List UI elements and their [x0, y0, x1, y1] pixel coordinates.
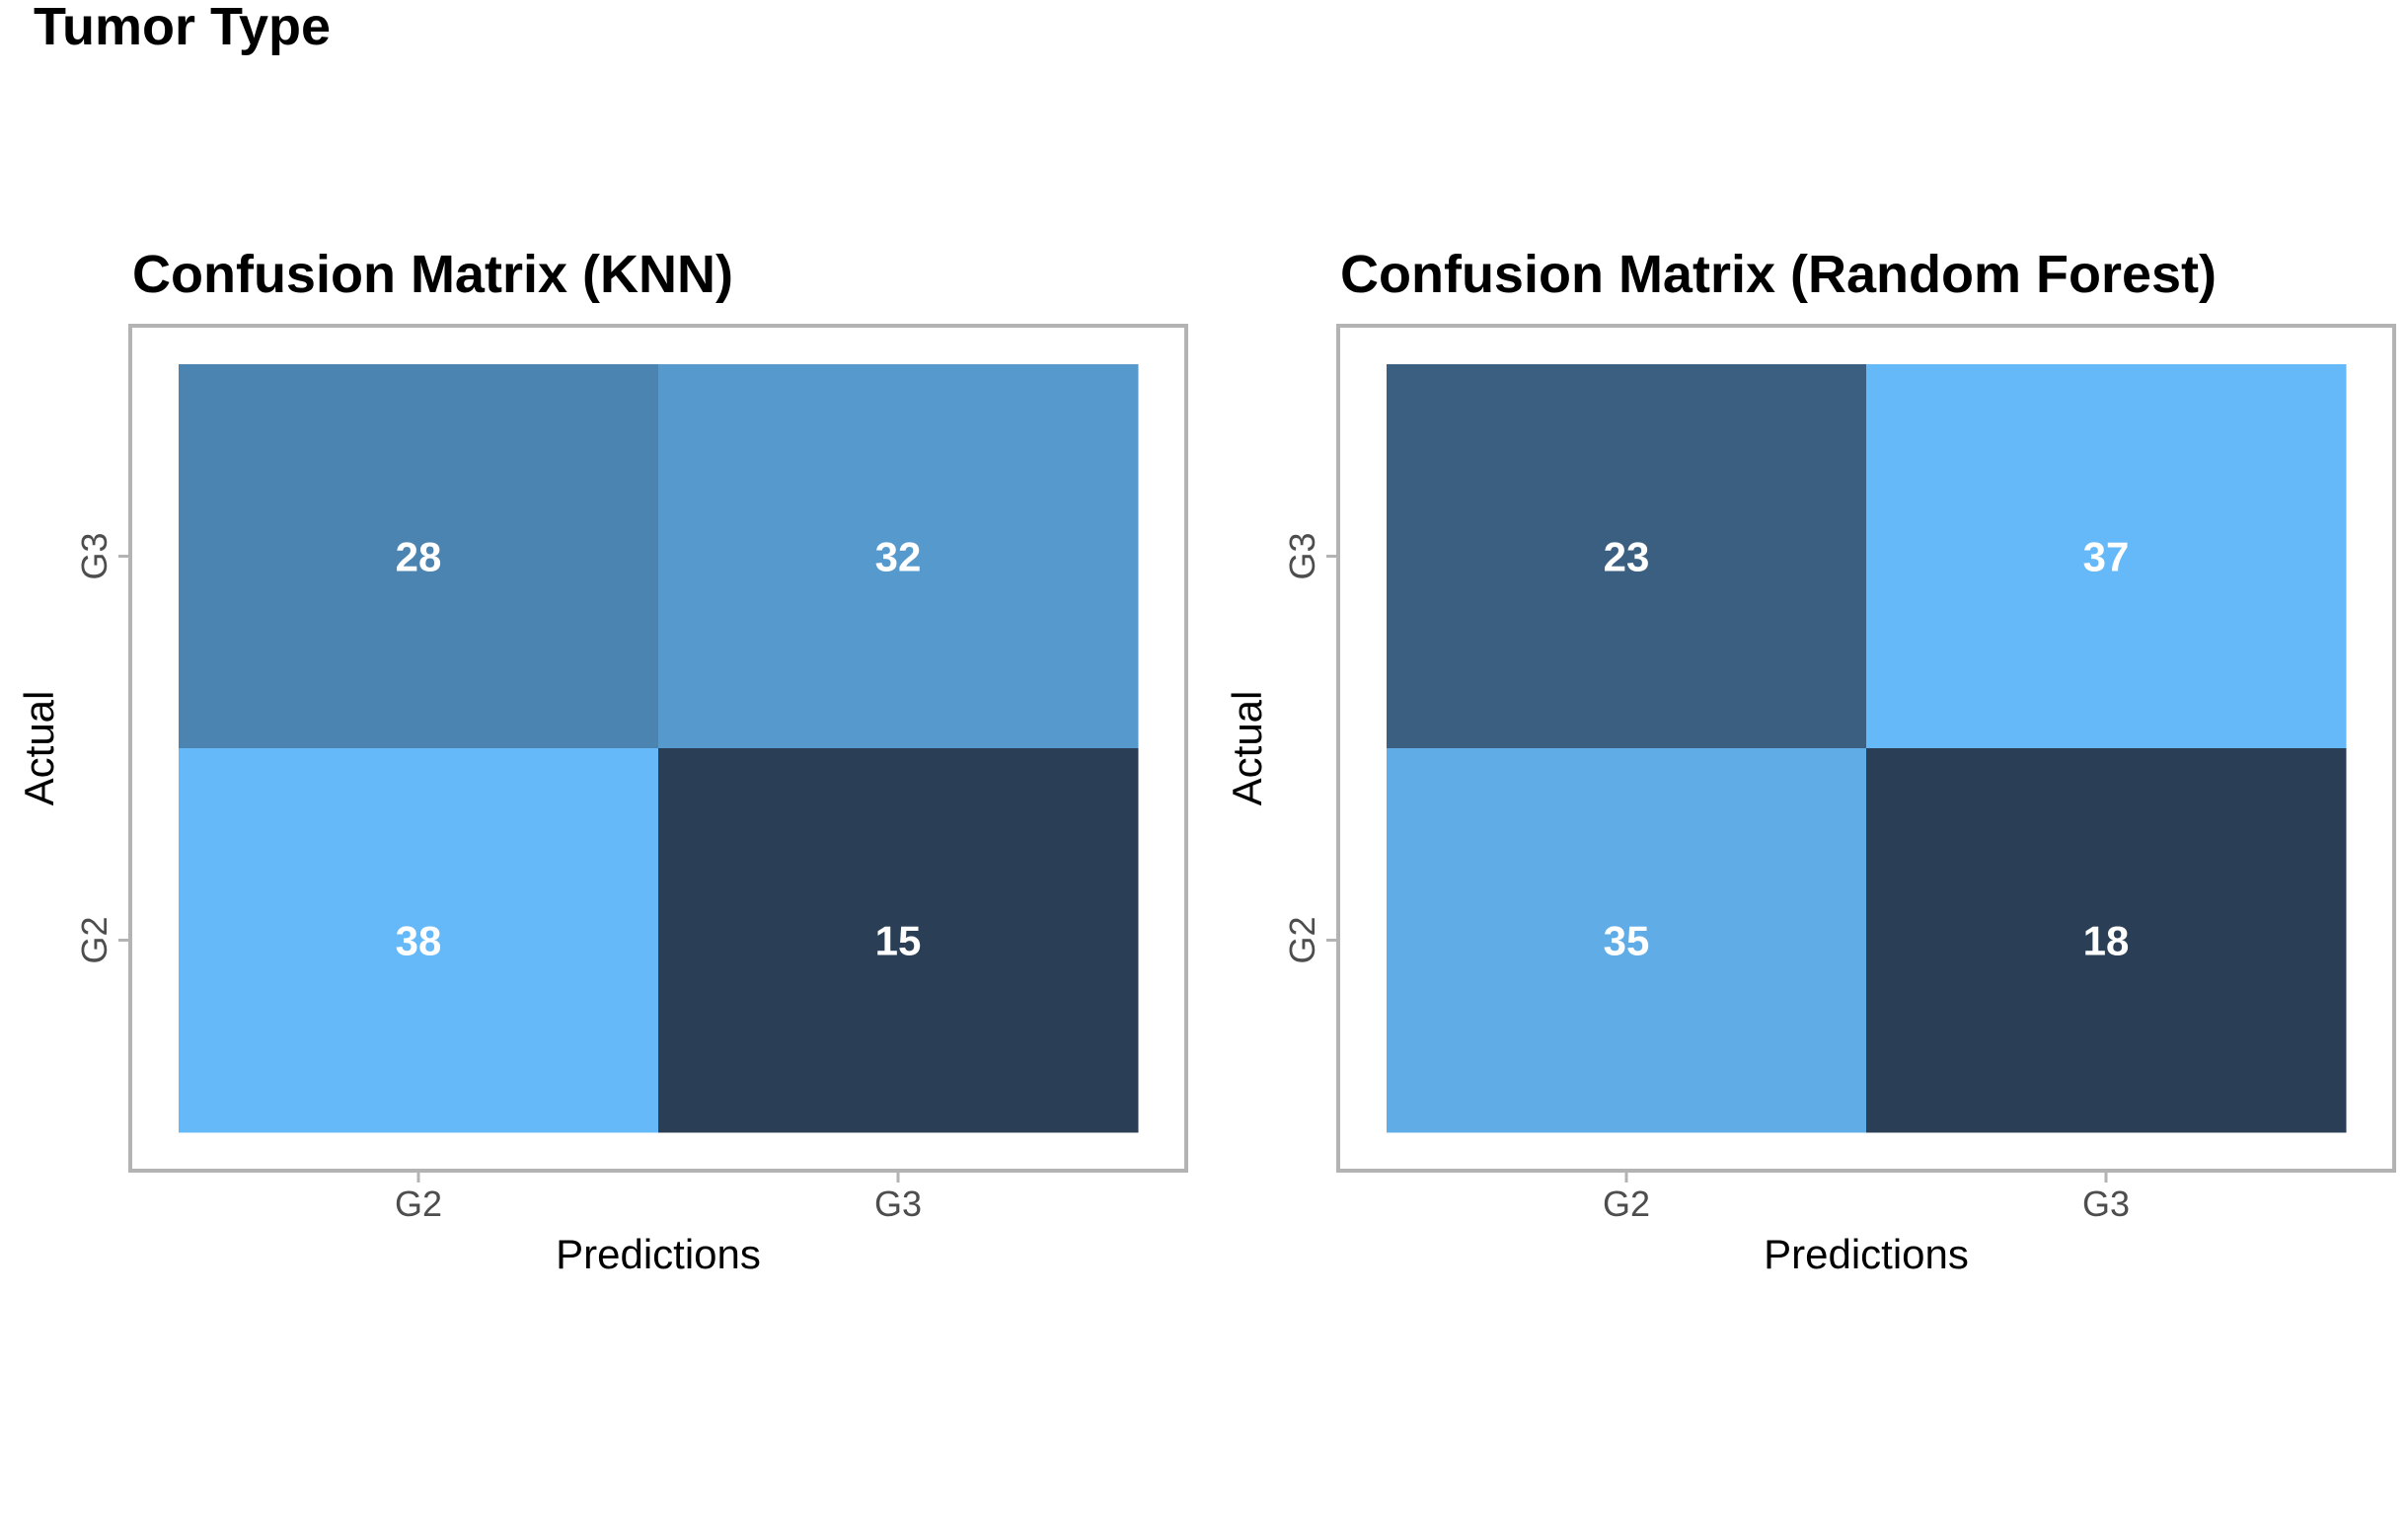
cell-value-label: 28	[396, 534, 442, 580]
heatmap-cell-actual-G2-pred-G3	[1866, 748, 2347, 1133]
figure-title: Tumor Type	[34, 0, 332, 56]
heatmap-cell-actual-G2-pred-G3	[658, 748, 1139, 1133]
chart-panel-random-forest: Confusion Matrix (Random Forest) 23 37 35 18…	[1208, 0, 2408, 1526]
panel-border	[1336, 324, 2396, 1173]
x-tick-label: G2	[395, 1183, 442, 1224]
heatmap-cell-actual-G3-pred-G3	[1866, 364, 2347, 749]
heatmap-cell-actual-G3-pred-G2	[1387, 364, 1867, 749]
cell-value-label: 35	[1604, 918, 1650, 964]
cell-value-label: 15	[875, 918, 922, 964]
x-axis-title: Predictions	[1764, 1231, 1969, 1277]
x-axis-title: Predictions	[556, 1231, 761, 1277]
cell-value-label: 37	[2083, 534, 2130, 580]
heatmap-cell-actual-G2-pred-G2	[1387, 748, 1867, 1133]
chart-panel-knn: Confusion Matrix (KNN) 28 32 38 15 G2 G3 G2 G3 Pr…	[16, 245, 1188, 1277]
heatmap-cell-actual-G2-pred-G2	[179, 748, 659, 1133]
cell-value-label: 38	[396, 918, 442, 964]
cell-value-label: 18	[2083, 918, 2130, 964]
y-axis-title: Actual	[1224, 691, 1270, 806]
heatmap-svg: Confusion Matrix (Random Forest) 23 37 35 18…	[1224, 245, 2396, 1277]
cell-value-label: 32	[875, 534, 922, 580]
heatmap-cell-actual-G3-pred-G3	[658, 364, 1139, 749]
x-tick-label: G3	[874, 1183, 922, 1224]
y-tick-label: G2	[74, 916, 114, 963]
chart-title: Confusion Matrix (KNN)	[132, 245, 733, 304]
chart-title: Confusion Matrix (Random Forest)	[1340, 245, 2217, 304]
x-tick-label: G3	[2082, 1183, 2130, 1224]
heatmap-cell-actual-G3-pred-G2	[179, 364, 659, 749]
y-tick-label: G3	[1282, 532, 1322, 579]
cell-value-label: 23	[1604, 534, 1650, 580]
y-axis-title: Actual	[16, 691, 62, 806]
y-tick-label: G2	[1282, 916, 1322, 963]
x-tick-label: G2	[1603, 1183, 1650, 1224]
y-tick-label: G3	[74, 532, 114, 579]
heatmap-svg: Confusion Matrix (KNN) 28 32 38 15 G2 G3 G2 G3 Pr…	[16, 245, 1188, 1277]
panel-border	[128, 324, 1188, 1173]
